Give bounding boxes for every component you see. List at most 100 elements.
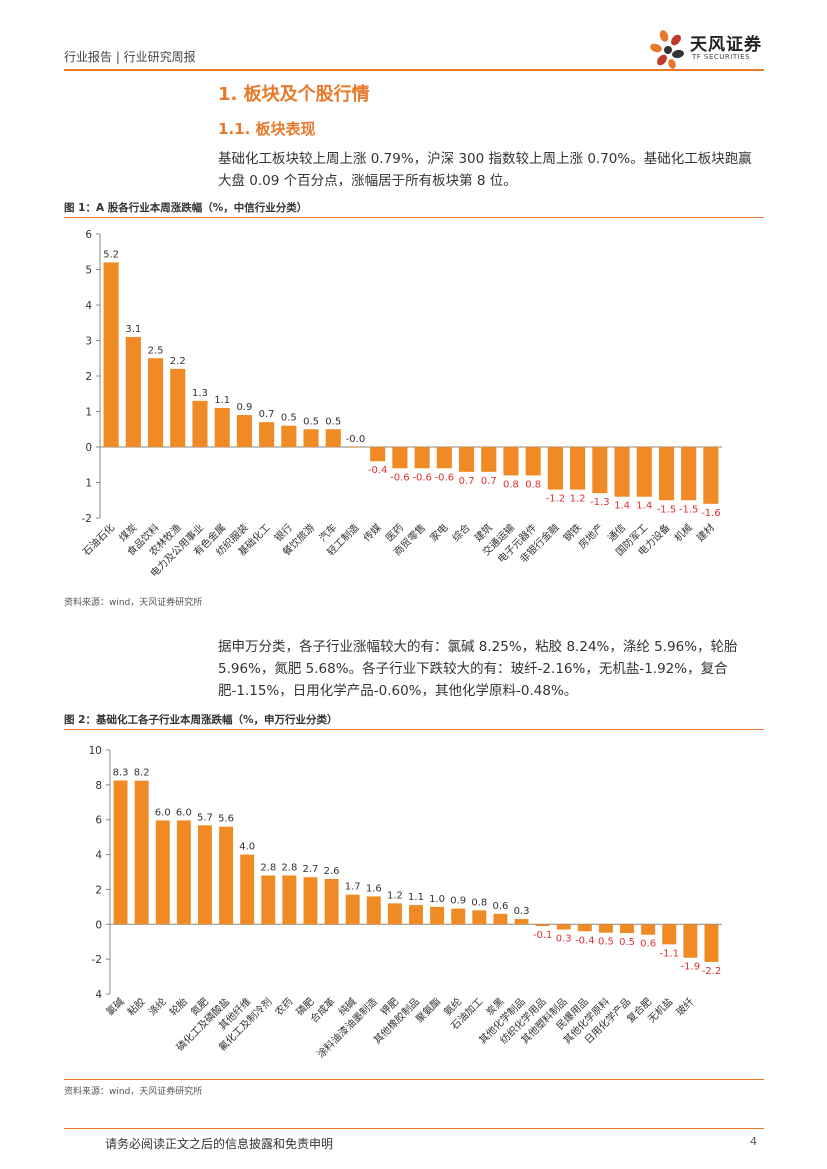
data-label: 5.2 xyxy=(103,249,119,260)
data-label: 1.0 xyxy=(429,894,445,905)
bar xyxy=(704,924,719,962)
category-label: 农药 xyxy=(272,995,295,1018)
data-label: -1.6 xyxy=(701,508,721,519)
y-tick-label: -2 xyxy=(82,513,92,525)
bar xyxy=(134,780,149,925)
data-label: -0.0 xyxy=(346,434,366,445)
data-label: 5.6 xyxy=(218,814,234,825)
report-type: 行业报告 | 行业研究周报 xyxy=(64,50,196,64)
data-label: 1.6 xyxy=(366,883,382,894)
data-label: 3.1 xyxy=(125,324,141,335)
data-label: 0.8 xyxy=(503,479,519,490)
bar xyxy=(514,919,529,925)
data-label: 0.5 xyxy=(619,937,635,948)
bar xyxy=(503,447,519,476)
logo-name: 天风证券 xyxy=(690,35,762,55)
bar xyxy=(681,447,697,501)
category-label: 综合 xyxy=(449,521,472,544)
bar xyxy=(214,407,230,447)
y-tick-label: 4 xyxy=(85,300,92,312)
y-tick-label: 6 xyxy=(85,229,92,241)
bar xyxy=(641,924,656,935)
data-label: -1.3 xyxy=(590,497,610,508)
bar xyxy=(325,429,341,447)
data-label: 1.1 xyxy=(214,395,230,406)
figure2-top-rule xyxy=(64,729,764,730)
data-label: 4.0 xyxy=(239,842,255,853)
bar xyxy=(703,447,719,504)
data-label: 0.7 xyxy=(481,476,497,487)
bar xyxy=(458,447,475,472)
data-label: 6.0 xyxy=(155,807,171,818)
data-label: -0.6 xyxy=(390,472,410,483)
bar xyxy=(577,924,592,932)
category-label: 石油石化 xyxy=(80,521,117,558)
data-label: 8.2 xyxy=(134,768,150,779)
data-label: 1.3 xyxy=(192,388,208,399)
data-label: 2.7 xyxy=(303,864,319,875)
data-label: 1.7 xyxy=(345,882,361,893)
bar xyxy=(303,429,319,447)
y-tick-label: 6 xyxy=(95,815,102,827)
category-label: 房地产 xyxy=(576,521,606,551)
figure2-source: 资料来源：wind，天风证券研究所 xyxy=(64,1087,203,1097)
bar xyxy=(481,447,497,472)
data-label: 0.9 xyxy=(450,896,466,907)
data-label: 0.8 xyxy=(471,897,487,908)
data-label: -2.2 xyxy=(702,966,722,977)
data-label: -0.6 xyxy=(435,472,455,483)
bar xyxy=(451,908,466,925)
bar xyxy=(219,826,234,925)
data-label: 0.7 xyxy=(259,409,275,420)
y-tick-label: 4 xyxy=(95,850,102,862)
data-label: 1.2 xyxy=(570,494,586,505)
bar xyxy=(436,447,452,469)
data-label: 0.3 xyxy=(514,906,530,917)
y-tick-label: 1 xyxy=(85,407,92,419)
bar xyxy=(570,447,586,490)
y-tick-label: 0 xyxy=(95,919,102,931)
y-tick-label: 10 xyxy=(89,745,102,757)
bar xyxy=(282,875,297,925)
data-label: 1.2 xyxy=(387,890,403,901)
bar xyxy=(370,447,386,462)
data-label: 5.7 xyxy=(197,812,213,823)
bar xyxy=(176,820,191,925)
bar xyxy=(347,447,364,448)
bar xyxy=(113,780,128,925)
bar xyxy=(192,400,208,447)
logo-flower-icon xyxy=(650,30,684,69)
y-tick-label: 2 xyxy=(85,371,92,383)
data-label: 0.5 xyxy=(303,416,319,427)
data-label: 0.5 xyxy=(281,413,297,424)
figure2-title: 图 2：基础化工各子行业本周涨跌幅（%，申万行业分类） xyxy=(64,714,338,726)
bar xyxy=(155,820,170,925)
bar xyxy=(147,358,164,447)
data-label: 0.6 xyxy=(492,901,508,912)
bar xyxy=(535,924,550,927)
data-label: 1.1 xyxy=(408,892,424,903)
data-label: -1.5 xyxy=(679,504,699,515)
bar xyxy=(387,903,402,925)
bar xyxy=(683,924,698,958)
category-label: 传媒 xyxy=(361,522,384,545)
data-label: -0.1 xyxy=(533,930,553,941)
data-label: 2.5 xyxy=(148,345,164,356)
data-label: 2.8 xyxy=(260,862,276,873)
bar xyxy=(236,415,252,447)
data-label: 0.7 xyxy=(459,476,475,487)
figure1-chart: 65432101-25.2石油石化3.1煤炭2.5食品饮料2.2农林牧渔1.3电… xyxy=(80,229,722,580)
bar xyxy=(636,447,652,497)
data-label: -1.9 xyxy=(681,962,701,973)
data-label: -0.4 xyxy=(575,935,595,946)
y-tick-label: 2 xyxy=(95,884,102,896)
bar xyxy=(198,825,212,925)
bar xyxy=(261,875,276,925)
bar xyxy=(556,924,571,930)
category-label: 涤纶 xyxy=(146,995,169,1018)
category-label: 玻纤 xyxy=(673,995,696,1018)
category-label: 家电 xyxy=(427,521,450,544)
bar xyxy=(170,368,186,447)
category-label: 氯碱 xyxy=(103,995,126,1018)
logo-en: TF SECURITIES xyxy=(692,53,751,61)
